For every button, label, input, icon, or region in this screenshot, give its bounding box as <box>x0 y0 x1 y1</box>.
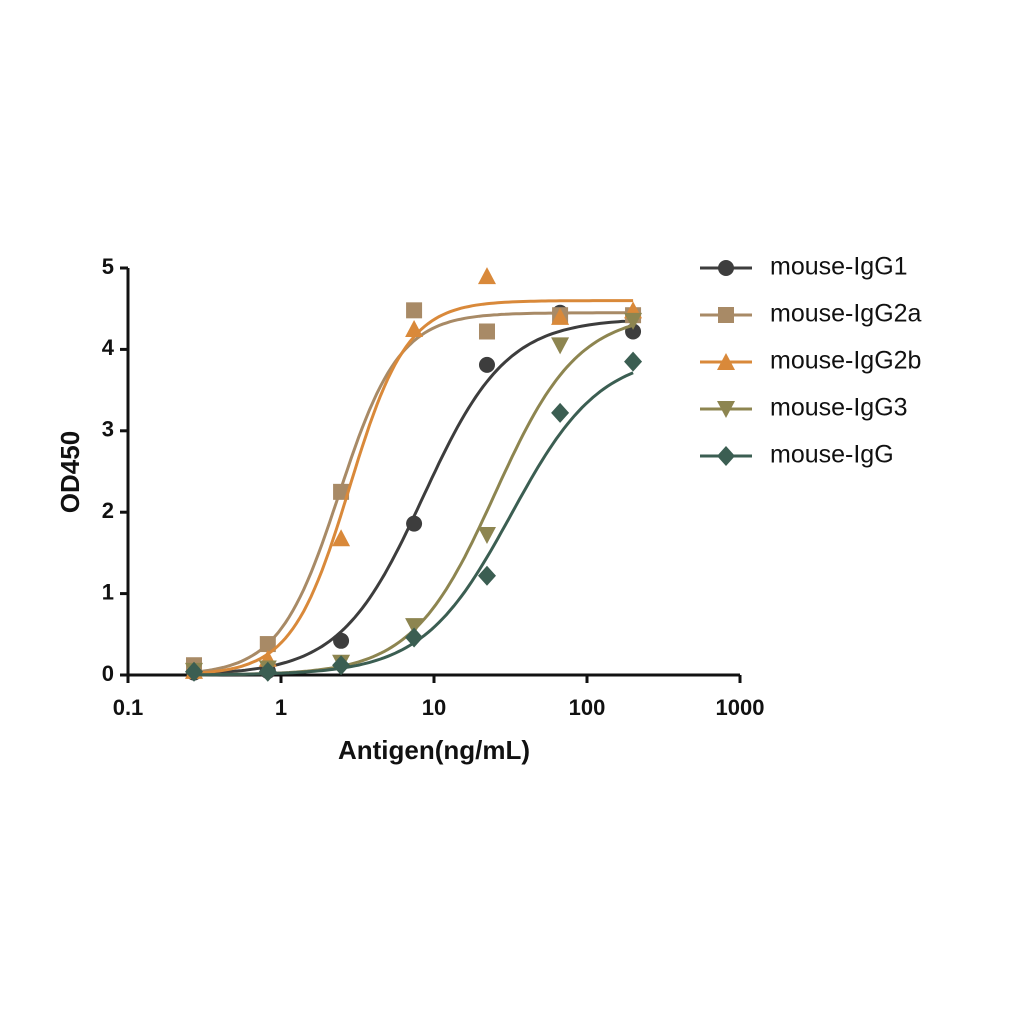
data-point <box>551 307 570 325</box>
legend-marker <box>718 307 734 323</box>
x-tick-label: 10 <box>422 695 446 720</box>
data-point <box>184 661 203 682</box>
data-point <box>478 323 495 340</box>
legend-label: mouse-IgG1 <box>770 253 908 281</box>
legend-label: mouse-IgG <box>770 441 894 469</box>
data-point <box>478 356 495 373</box>
legend-label: mouse-IgG2a <box>770 300 922 328</box>
data-point <box>405 618 424 636</box>
x-tick-label: 1000 <box>716 695 765 720</box>
data-point <box>333 632 350 649</box>
data-point <box>551 402 570 423</box>
legend-marker <box>717 446 735 466</box>
legend-label: mouse-IgG3 <box>770 394 908 422</box>
y-tick-label: 0 <box>102 661 114 686</box>
x-tick-label: 1 <box>275 695 287 720</box>
legend-marker <box>717 401 735 418</box>
data-point <box>258 661 277 682</box>
x-tick-label: 100 <box>569 695 606 720</box>
y-axis-title: OD450 <box>55 431 85 513</box>
legend-marker <box>718 260 734 276</box>
y-tick-label: 2 <box>102 498 114 523</box>
data-point <box>259 636 276 653</box>
data-point <box>332 655 351 676</box>
legend-label: mouse-IgG2b <box>770 347 921 375</box>
data-point <box>477 526 496 544</box>
data-point <box>406 515 423 532</box>
data-point <box>624 351 643 372</box>
data-point <box>405 320 424 338</box>
y-tick-label: 5 <box>102 254 114 279</box>
data-point <box>551 337 570 355</box>
y-tick-label: 1 <box>102 579 114 604</box>
data-point <box>477 267 496 285</box>
data-point <box>333 483 350 500</box>
data-point <box>406 302 423 319</box>
x-axis-title: Antigen(ng/mL) <box>338 735 530 765</box>
legend-marker <box>717 353 735 370</box>
data-point <box>405 627 424 648</box>
x-tick-label: 0.1 <box>113 695 144 720</box>
y-tick-label: 3 <box>102 417 114 442</box>
data-point <box>624 312 643 330</box>
y-tick-label: 4 <box>102 335 115 360</box>
data-point <box>477 565 496 586</box>
data-point <box>332 529 351 547</box>
fit-curve <box>193 299 634 675</box>
